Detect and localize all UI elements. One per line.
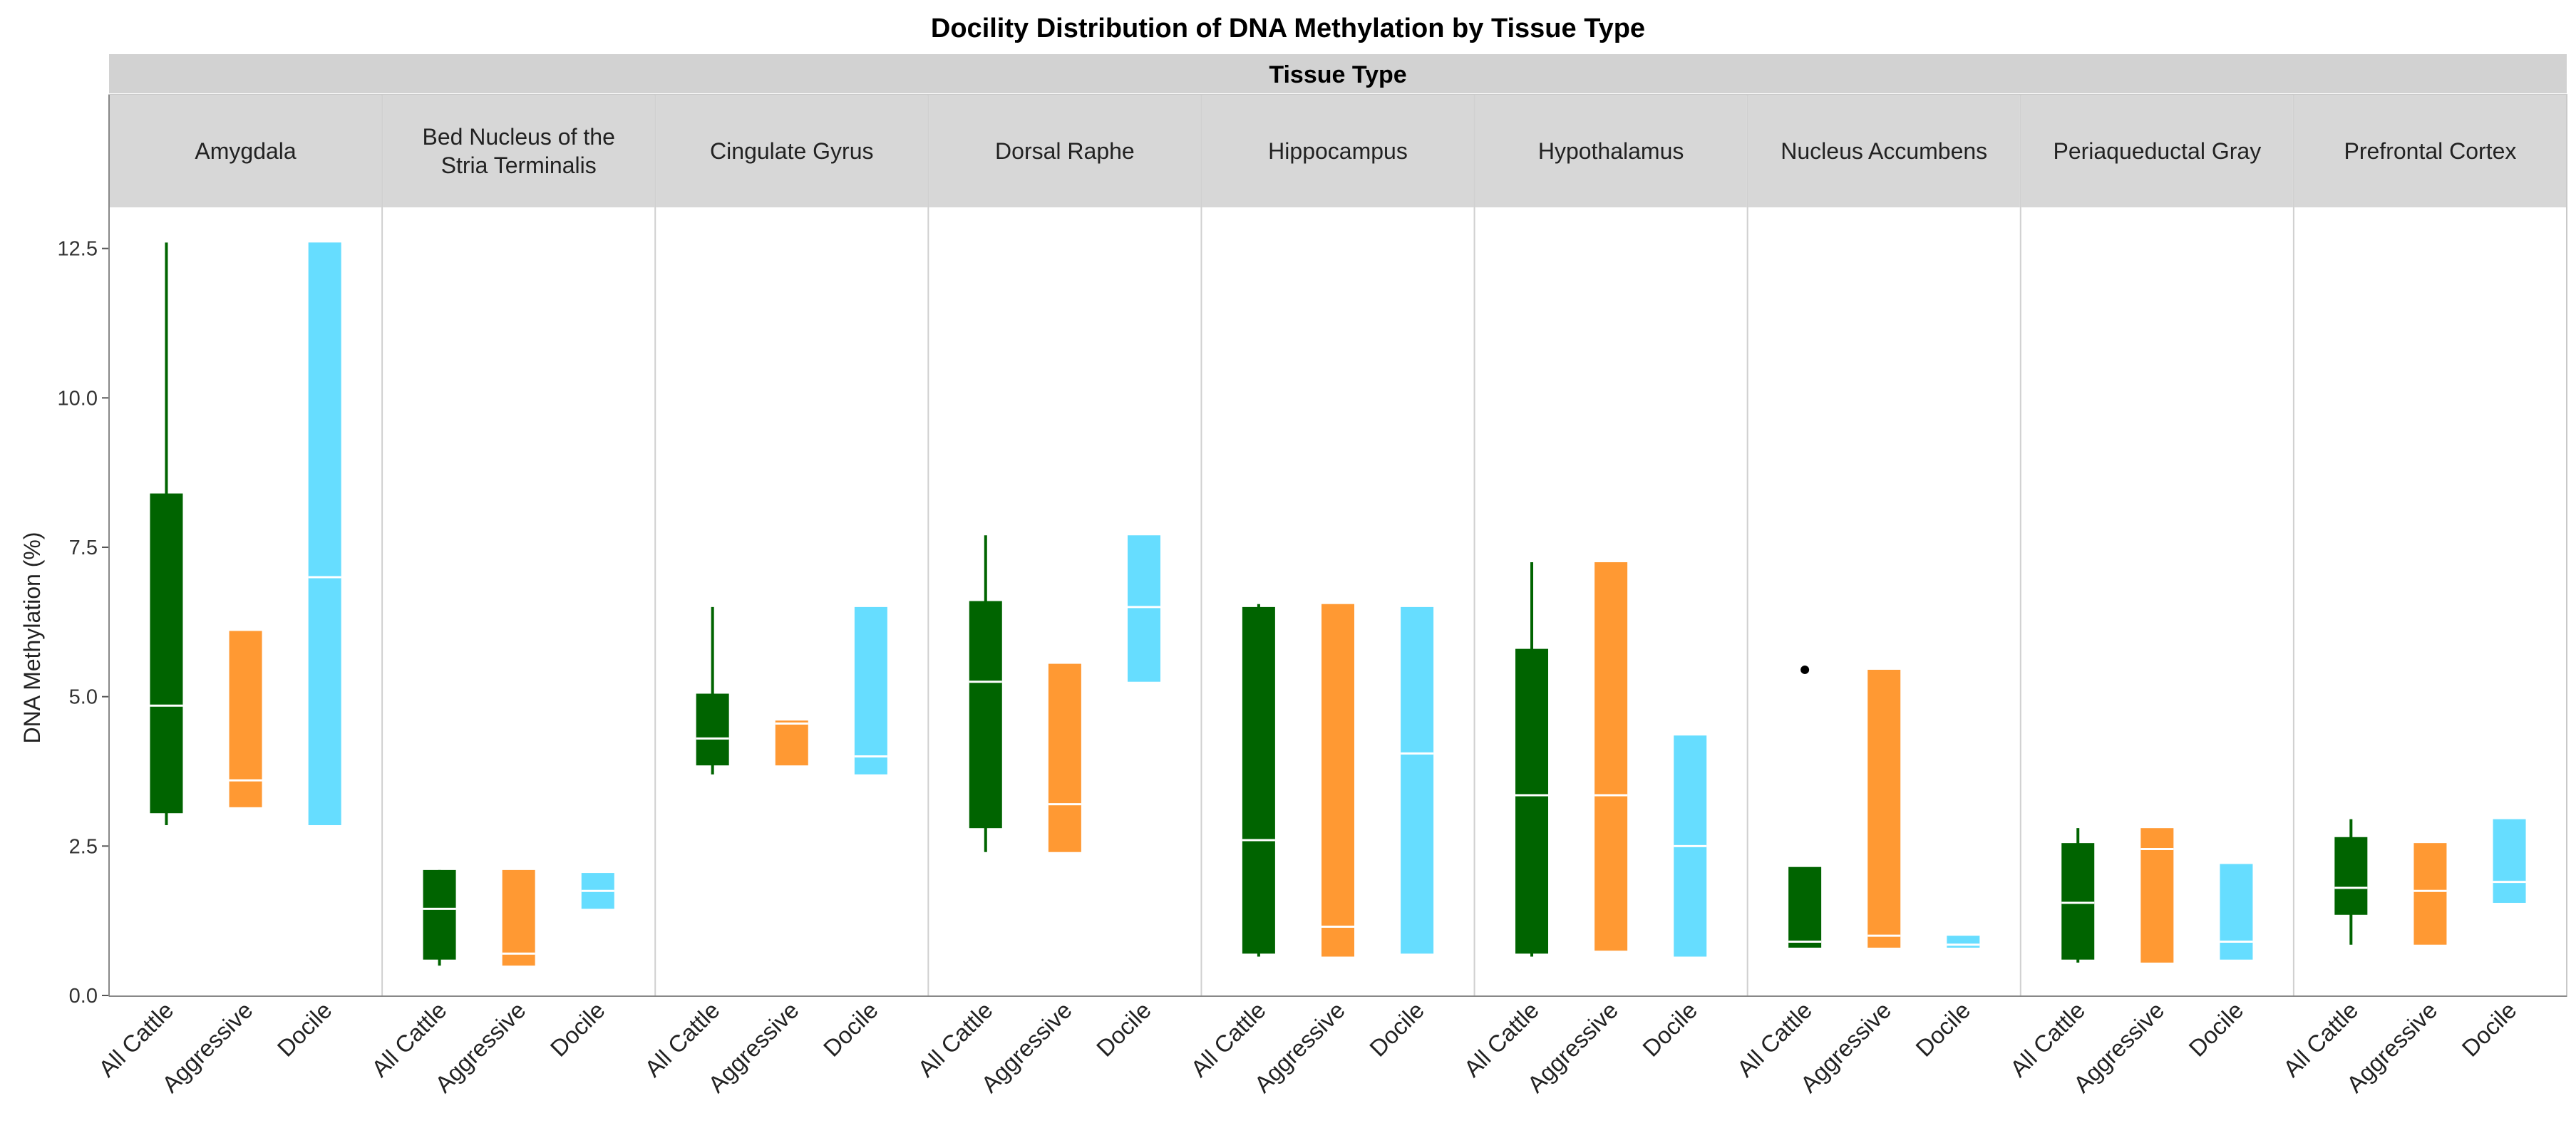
box-aggressive [2140,828,2174,963]
box-docile [1947,936,1980,948]
box-aggressive [1867,669,1901,948]
y-tick-label: 10.0 [58,387,98,410]
y-tick-label: 12.5 [58,238,98,261]
box-docile [2493,819,2526,904]
box-all-cattle [150,493,183,814]
y-tick-label: 2.5 [69,835,98,858]
panel-label: Nucleus Accumbens [1781,138,1987,164]
panel-label: Hippocampus [1268,138,1408,164]
panel-label: Hypothalamus [1538,138,1684,164]
box-aggressive [229,631,262,807]
panel-label: Prefrontal Cortex [2344,138,2517,164]
chart-title: Docility Distribution of DNA Methylation… [931,14,1645,43]
panel-header [656,95,928,207]
box-aggressive [775,720,808,766]
panel-label: Dorsal Raphe [995,138,1135,164]
x-tick-label: Docile [272,997,337,1062]
panel-label: Stria Terminalis [441,152,597,178]
box-docile [1127,535,1160,682]
box-docile [854,606,887,775]
box-all-cattle [696,693,729,766]
box-docile [308,242,341,825]
y-tick-label: 5.0 [69,686,98,709]
panel-header [929,95,1201,207]
box-all-cattle [1515,648,1549,954]
facet-strip-title: Tissue Type [1269,61,1406,88]
x-tick-label: Docile [1091,997,1156,1062]
x-tick-label: Docile [818,997,883,1062]
facet-strip [109,54,2567,93]
panel-header [2021,95,2293,207]
box-all-cattle [1788,866,1822,948]
panel-header [1202,95,1474,207]
panel-header [110,95,382,207]
box-aggressive [502,869,535,966]
panel-header [1475,95,1747,207]
x-tick-label: Docile [2456,997,2521,1062]
panel-header [1748,95,2020,207]
y-tick-label: 0.0 [69,985,98,1008]
box-aggressive [1322,604,1354,957]
y-axis-label: DNA Methylation (%) [19,532,45,744]
box-all-cattle [2061,843,2095,960]
panel-header [2294,95,2566,207]
y-tick-label: 7.5 [69,537,98,559]
box-aggressive [2413,843,2447,945]
box-aggressive [1594,562,1628,951]
x-tick-label: Docile [1637,997,1702,1062]
box-all-cattle [1242,606,1275,954]
panel-label: Amygdala [195,138,297,164]
panel-label: Periaqueductal Gray [2053,138,2261,164]
box-docile [1401,606,1434,954]
panel-label: Cingulate Gyrus [710,138,873,164]
x-tick-label: Docile [1910,997,1975,1062]
x-tick-label: Docile [545,997,610,1062]
box-all-cattle [2334,837,2368,915]
x-tick-label: Docile [2183,997,2248,1062]
x-tick-label: Docile [1364,997,1429,1062]
box-aggressive [1048,663,1081,852]
outlier-point [1800,665,1810,674]
panel-label: Bed Nucleus of the [422,124,614,150]
box-docile [2220,864,2253,960]
panel-header [383,95,655,207]
box-all-cattle [969,601,1002,829]
box-all-cattle [423,869,456,960]
